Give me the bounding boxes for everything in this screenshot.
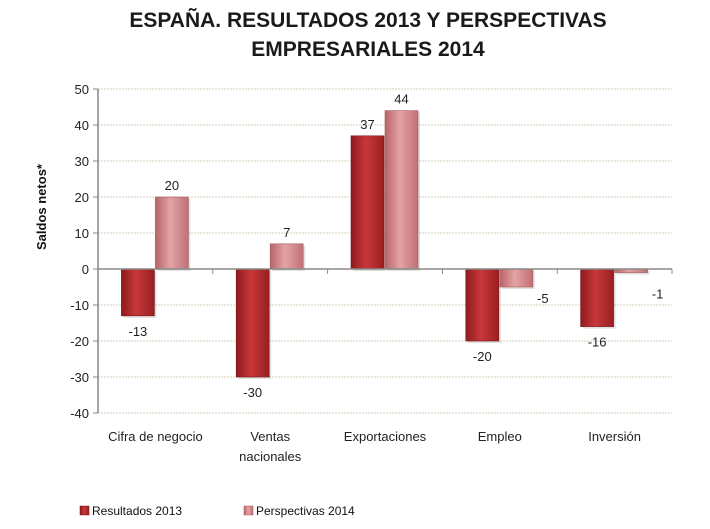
data-label: 7: [283, 225, 290, 240]
y-axis-ticks: 50 40 30 20 10 0 -10 -20 -30 -40: [70, 82, 98, 421]
y-tick-label: 50: [75, 82, 89, 97]
data-label: -5: [537, 291, 549, 306]
legend-label: Resultados 2013: [92, 504, 182, 518]
data-label: 37: [360, 117, 374, 132]
bar-resultados-2013: [121, 268, 155, 317]
y-tick-label: -20: [70, 334, 89, 349]
chart-title: ESPAÑA. RESULTADOS 2013 Y PERSPECTIVAS E…: [0, 6, 710, 64]
y-tick-label: 40: [75, 118, 89, 133]
legend-swatch-resultados-2013: [79, 505, 90, 516]
data-label: -16: [588, 335, 607, 350]
bar-perspectivas-2014: [269, 243, 304, 270]
y-tick-label: -30: [70, 370, 89, 385]
category-label: nacionales: [239, 449, 302, 464]
category-label: Empleo: [478, 429, 522, 444]
data-label: -1: [652, 287, 664, 302]
bar-perspectivas-2014: [155, 196, 189, 270]
data-label: -13: [129, 324, 148, 339]
category-label: Cifra de negocio: [108, 429, 203, 444]
bars: [121, 110, 650, 379]
y-tick-label: 30: [75, 154, 89, 169]
category-label: Inversión: [588, 429, 641, 444]
bar-perspectivas-2014: [499, 268, 534, 288]
legend-label: Perspectivas 2014: [256, 504, 355, 518]
data-label: -20: [473, 349, 492, 364]
data-label: -30: [243, 385, 262, 400]
bar-resultados-2013: [235, 268, 270, 378]
category-label: Exportaciones: [344, 429, 427, 444]
legend: Resultados 2013 Perspectivas 2014: [79, 504, 355, 518]
y-tick-label: -10: [70, 298, 89, 313]
chart-title-line-2: EMPRESARIALES 2014: [251, 38, 485, 61]
legend-swatch-perspectivas-2014: [243, 505, 254, 516]
y-axis-label: Saldos netos*: [34, 163, 49, 250]
data-label: 20: [165, 178, 179, 193]
category-label: Ventas: [250, 429, 290, 444]
y-tick-label: 0: [82, 262, 89, 277]
bar-resultados-2013: [580, 268, 614, 327]
bar-resultados-2013: [350, 135, 385, 270]
y-tick-label: 10: [75, 226, 89, 241]
chart-title-line-1: ESPAÑA. RESULTADOS 2013 Y PERSPECTIVAS: [129, 9, 607, 32]
y-tick-label: -40: [70, 406, 89, 421]
bar-resultados-2013: [465, 268, 500, 342]
bar-perspectivas-2014: [384, 110, 419, 270]
data-label: 44: [394, 92, 408, 107]
y-tick-label: 20: [75, 190, 89, 205]
axes: [97, 89, 673, 413]
category-labels: Cifra de negocio Ventas nacionales Exportac…: [108, 429, 641, 464]
data-labels: -13 -30 37 -20 -16 20 7 44 -5 -1: [129, 92, 664, 400]
